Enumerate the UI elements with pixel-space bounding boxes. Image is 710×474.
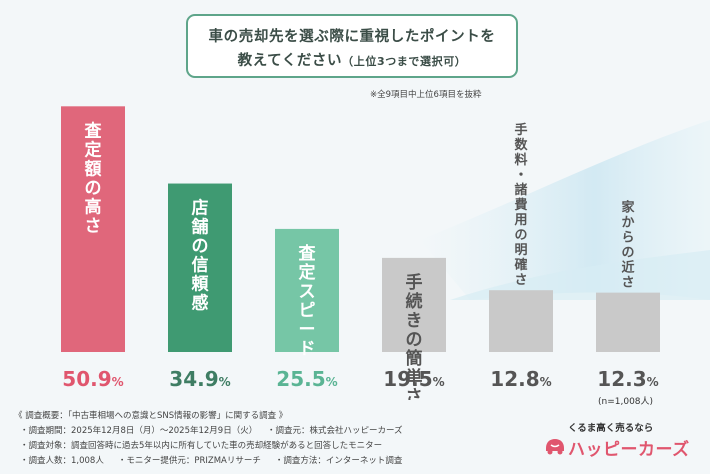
survey-method: ・調査方法：インターネット調査 [274,456,403,466]
survey-footer: 《 調査概要：「中古車相場への意識とSNS情報の影響」に関する調査 》 ・調査期… [0,407,710,474]
survey-count: ・調査人数：1,008人 [20,456,104,466]
survey-target: ・調査対象：調査回答時に過去5年以内に所有していた車の売却経験があると回答したモ… [20,441,383,451]
survey-line2: ・調査対象：調査回答時に過去5年以内に所有していた車の売却経験があると回答したモ… [20,439,396,451]
survey-source: ・調査元：株式会社ハッピーカーズ [266,426,403,436]
bar-4 [382,257,446,352]
value-label-3: 25.5% [276,367,337,391]
survey-period: ・調査期間：2025年12月8日（月）～2025年12月9日（火） [20,426,253,436]
bar-1 [61,106,125,352]
footnote-selection: ※全9項目中上位6項目を抜粋 [370,90,482,100]
category-label-5: 手数料・諸費用の明確さ [513,122,528,288]
value-label-5: 12.8% [490,367,551,391]
question-box: 車の売却先を選ぶ際に重視したポイントを 教えてください（上位3つまで選択可） [186,14,518,78]
survey-line1: ・調査期間：2025年12月8日（月）～2025年12月9日（火） ・調査元：株式… [20,424,417,436]
bar-6 [596,292,660,352]
survey-title: 《 調査概要：「中古車相場への意識とSNS情報の影響」に関する調査 》 [14,411,288,421]
bar-2 [168,183,232,352]
logo-name: ハッピーカーズ [568,440,690,460]
question-line1: 車の売却先を選ぶ際に重視したポイントを [208,29,496,45]
bar-chart: 査定額の高さ 50.9% 店舗の信頼感 34.9% 査定スピード 25.5% 手続きの簡単さ… [61,106,660,400]
car-smile-icon [546,439,564,455]
category-label-1: 査定額の高さ [84,120,103,236]
category-label-2: 店舗の信頼感 [191,198,210,314]
value-label-1: 50.9% [62,367,123,391]
category-label-3: 査定スピード [298,243,317,359]
question-line2-main: 教えてください [237,53,343,69]
category-label-6: 家からの近さ [621,200,635,291]
value-label-2: 34.9% [169,367,230,391]
sample-size-label: (n=1,008人) [598,397,654,407]
question-line2: 教えてください（上位3つまで選択可） [188,49,516,70]
brand-logo: くるま高く売るなら ハッピーカーズ [544,420,694,464]
survey-line3: ・調査人数：1,008人 ・モニター提供元：PRIZMAリサーチ ・調査方法：インタ… [20,454,416,466]
category-label-4: 手続きの簡単さ [405,272,423,400]
bar-3 [275,228,339,352]
value-label-4: 19.5% [383,367,444,391]
bar-5 [489,290,553,352]
question-line2-sub: （上位3つまで選択可） [342,55,467,68]
logo-tagline: くるま高く売るなら [568,423,654,434]
value-label-6: 12.3% [597,367,658,391]
survey-provider: ・モニター提供元：PRIZMAリサーチ [117,456,261,466]
